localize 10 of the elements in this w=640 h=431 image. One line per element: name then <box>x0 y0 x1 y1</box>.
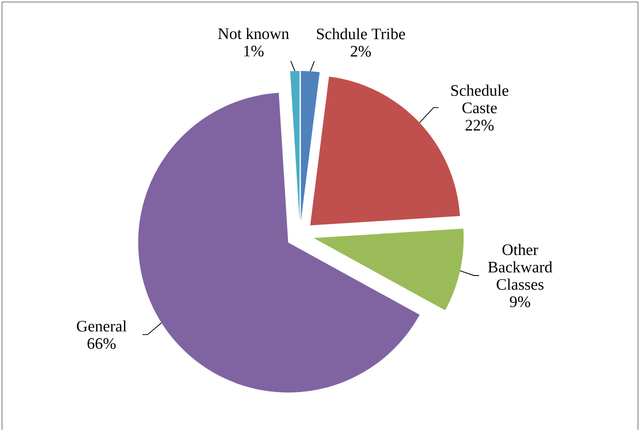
data-label: 2% <box>350 46 371 57</box>
slice-label: Schdule Tribe <box>316 28 405 40</box>
data-label: 9% <box>510 296 530 308</box>
slice-label: Other Backward Classes <box>488 244 552 290</box>
slice-label: General <box>76 320 127 332</box>
data-label: 66% <box>88 338 116 350</box>
slice-label: Schedule Caste <box>451 84 508 114</box>
data-label: 1% <box>244 46 264 57</box>
slice-label: Not known <box>218 28 290 40</box>
data-label: 22% <box>466 120 494 131</box>
